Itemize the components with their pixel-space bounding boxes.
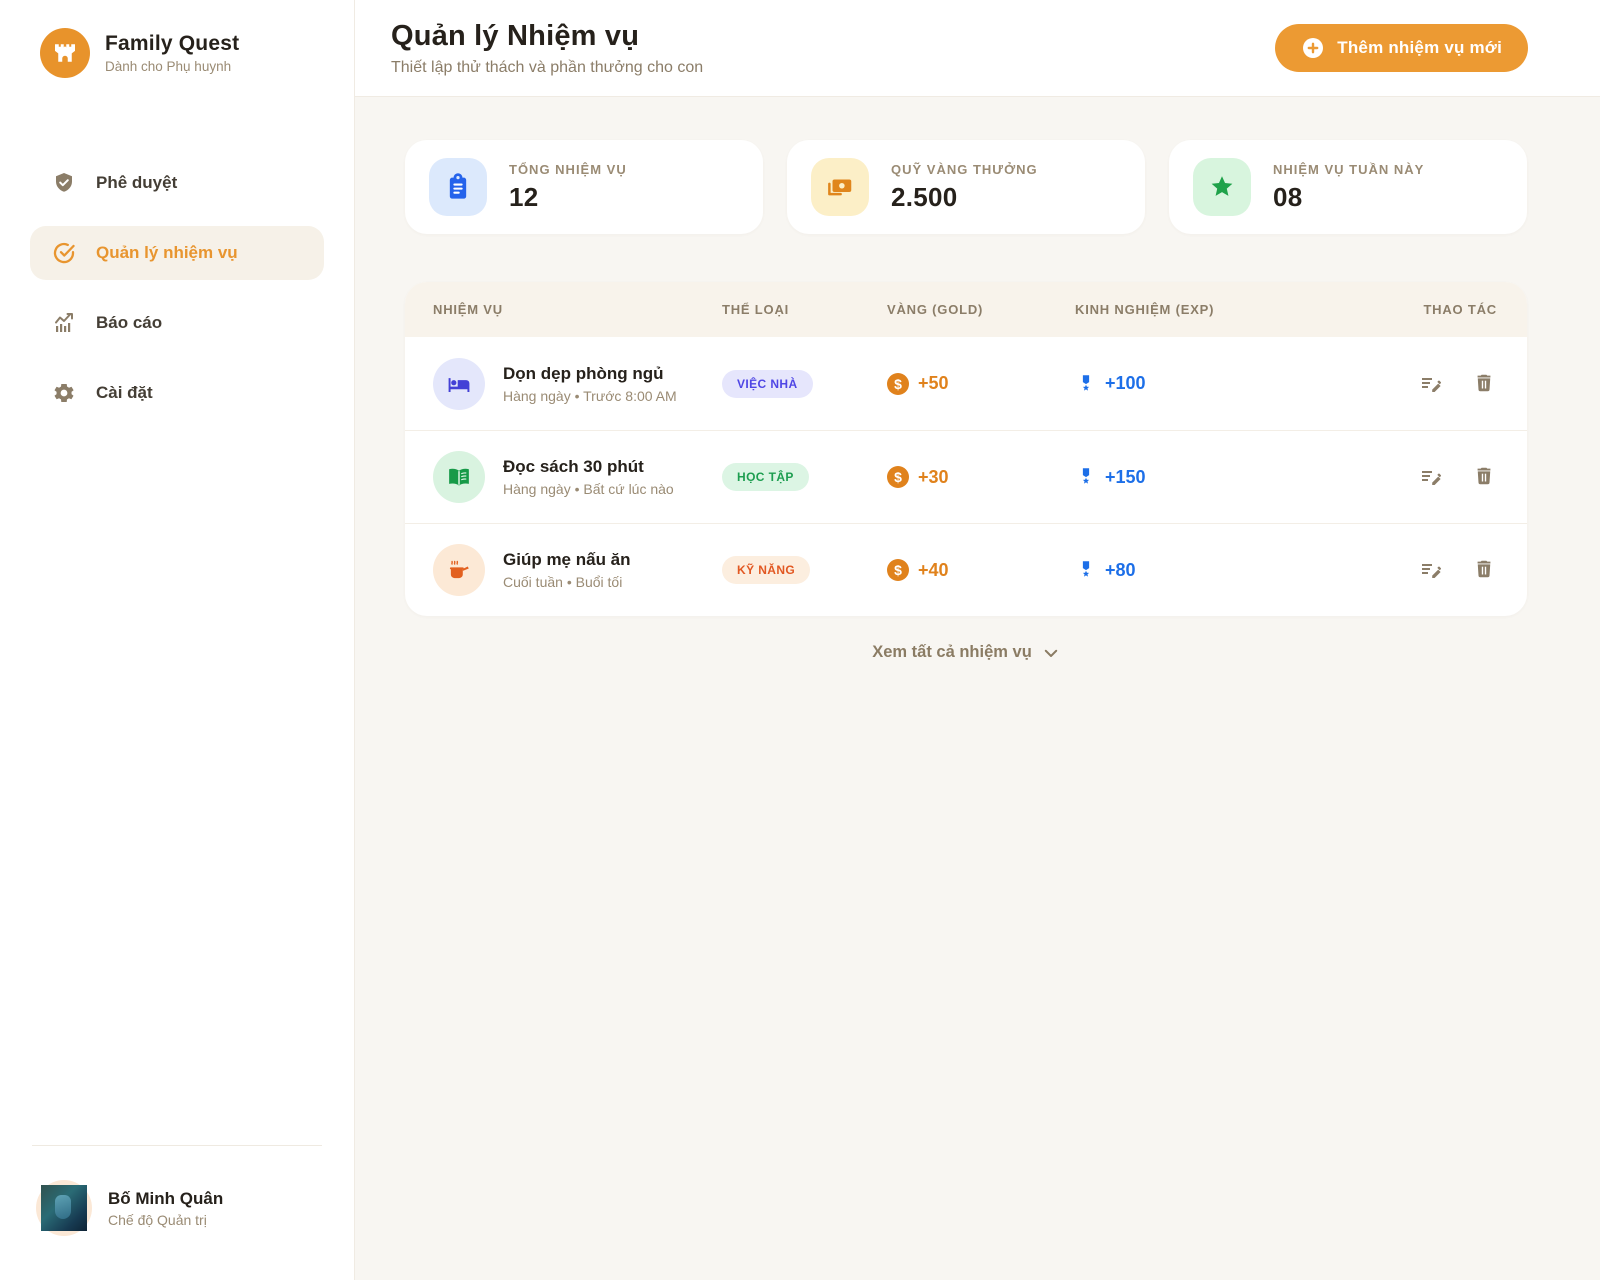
user-name: Bố Minh Quân [108, 1188, 224, 1208]
gold-value: +30 [918, 466, 949, 487]
task-schedule: Hàng ngày • Trước 8:00 AM [503, 387, 677, 404]
add-task-label: Thêm nhiệm vụ mới [1337, 38, 1502, 57]
sidebar-item-label: Cài đặt [96, 383, 153, 402]
dollar-coin-icon: $ [887, 372, 909, 395]
edit-task-button[interactable] [1417, 370, 1445, 398]
brand: Family Quest Dành cho Phụ huynh [30, 28, 324, 78]
task-check-icon [52, 241, 76, 265]
gold-value: +50 [918, 373, 949, 393]
task-title: Giúp mẹ nấu ăn [503, 550, 631, 569]
main-area: Quản lý Nhiệm vụ Thiết lập thử thách và … [355, 0, 1600, 1280]
medal-icon [1075, 466, 1097, 488]
task-schedule: Hàng ngày • Bất cứ lúc nào [503, 481, 674, 497]
stat-card-total-tasks: TỔNG NHIỆM VỤ 12 [405, 140, 763, 234]
chevron-down-icon [1042, 644, 1060, 662]
avatar [41, 1185, 87, 1231]
cooking-pot-icon [433, 544, 485, 596]
category-badge: HỌC TẬP [722, 463, 809, 491]
sidebar-item-phe-duyet[interactable]: Phê duyệt [30, 156, 324, 210]
exp-value: +100 [1105, 373, 1146, 393]
app-name: Family Quest [105, 32, 240, 55]
category-badge: KỸ NĂNG [722, 556, 811, 584]
table-header: NHIỆM VỤ THỂ LOẠI VÀNG (GOLD) KINH NGHIỆ… [405, 282, 1527, 337]
stat-value: 12 [509, 181, 539, 212]
content: TỔNG NHIỆM VỤ 12 QUỸ VÀNG THƯỞNG 2.500 [355, 97, 1600, 1280]
medal-icon [1075, 373, 1097, 395]
delete-task-button[interactable] [1471, 556, 1497, 584]
task-title: Đọc sách 30 phút [503, 457, 644, 476]
edit-task-button[interactable] [1417, 556, 1445, 584]
task-title: Dọn dẹp phòng ngủ [503, 363, 664, 383]
stat-value: 2.500 [891, 181, 958, 212]
user-profile[interactable]: Bố Minh Quân Chế độ Quản trị [30, 1180, 324, 1236]
exp-value: +80 [1105, 559, 1136, 580]
plus-circle-icon [1301, 36, 1325, 60]
table-row: Đọc sách 30 phút Hàng ngày • Bất cứ lúc … [405, 430, 1527, 523]
dollar-coin-icon: $ [887, 466, 909, 488]
col-header-task: NHIỆM VỤ [433, 302, 503, 317]
exp-value: +150 [1105, 466, 1146, 487]
gold-value: +40 [918, 559, 949, 580]
col-header-actions: THAO TÁC [1423, 302, 1497, 317]
task-schedule: Cuối tuần • Buổi tối [503, 574, 623, 590]
sidebar-item-label: Báo cáo [96, 313, 163, 332]
cash-icon [811, 158, 869, 216]
col-header-gold: VÀNG (GOLD) [887, 302, 984, 317]
dollar-coin-icon: $ [887, 559, 909, 581]
medal-icon [1075, 559, 1097, 581]
view-all-tasks-link[interactable]: Xem tất cả nhiệm vụ [872, 643, 1060, 662]
category-badge: VIỆC NHÀ [722, 369, 813, 398]
stat-value: 08 [1273, 181, 1303, 212]
table-row: Dọn dẹp phòng ngủ Hàng ngày • Trước 8:00… [405, 337, 1527, 430]
stats-row: TỔNG NHIỆM VỤ 12 QUỸ VÀNG THƯỞNG 2.500 [405, 140, 1527, 234]
chart-icon [52, 311, 76, 335]
bed-icon [433, 357, 485, 410]
sidebar: Family Quest Dành cho Phụ huynh Phê duyệ… [0, 0, 355, 1280]
stat-label: NHIỆM VỤ TUẦN NÀY [1273, 161, 1425, 177]
sidebar-item-quan-ly-nhiem-vu[interactable]: Quản lý nhiệm vụ [30, 226, 324, 280]
edit-task-button[interactable] [1417, 463, 1445, 491]
stat-label: QUỸ VÀNG THƯỞNG [891, 161, 1038, 177]
col-header-category: THỂ LOẠI [722, 302, 790, 317]
add-task-button[interactable]: Thêm nhiệm vụ mới [1275, 24, 1528, 72]
shield-check-icon [52, 171, 76, 195]
stat-card-tasks-this-week: NHIỆM VỤ TUẦN NÀY 08 [1169, 140, 1527, 234]
delete-task-button[interactable] [1471, 463, 1497, 491]
sidebar-item-label: Phê duyệt [96, 173, 178, 192]
col-header-exp: KINH NGHIỆM (EXP) [1075, 302, 1215, 317]
user-role: Chế độ Quản trị [108, 1211, 207, 1228]
sidebar-item-label: Quản lý nhiệm vụ [96, 243, 238, 262]
sidebar-nav: Phê duyệt Quản lý nhiệm vụ [30, 156, 324, 420]
delete-task-button[interactable] [1471, 370, 1497, 398]
sidebar-user-section: Bố Minh Quân Chế độ Quản trị [30, 1145, 324, 1236]
page-title: Quản lý Nhiệm vụ [391, 19, 640, 52]
stat-card-gold-fund: QUỸ VÀNG THƯỞNG 2.500 [787, 140, 1145, 234]
page-subtitle: Thiết lập thử thách và phần thưởng cho c… [391, 58, 704, 76]
stat-label: TỔNG NHIỆM VỤ [509, 161, 627, 177]
open-book-icon [433, 451, 485, 503]
app-tagline: Dành cho Phụ huynh [105, 59, 232, 74]
clipboard-icon [429, 158, 487, 216]
page-header: Quản lý Nhiệm vụ Thiết lập thử thách và … [355, 0, 1600, 97]
divider [32, 1145, 322, 1146]
task-table: NHIỆM VỤ THỂ LOẠI VÀNG (GOLD) KINH NGHIỆ… [405, 282, 1527, 616]
gear-icon [52, 381, 76, 405]
table-row: Giúp mẹ nấu ăn Cuối tuần • Buổi tối KỸ N… [405, 523, 1527, 616]
star-icon [1193, 158, 1251, 216]
castle-icon [40, 28, 90, 78]
sidebar-item-cai-dat[interactable]: Cài đặt [30, 366, 324, 420]
sidebar-item-bao-cao[interactable]: Báo cáo [30, 296, 324, 350]
